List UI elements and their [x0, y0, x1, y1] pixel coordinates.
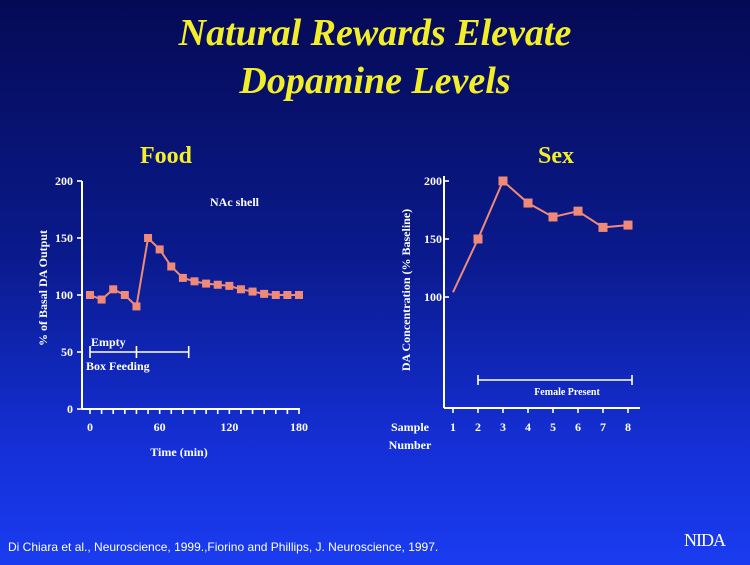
sex-x-axis-label-line-1: Sample	[391, 420, 430, 434]
food-data-point	[155, 245, 164, 254]
food-chart-title: Food	[140, 143, 193, 169]
food-data-point	[260, 289, 269, 298]
sex-data-point	[523, 198, 533, 208]
sex-bar-label-female-present: Female Present	[534, 387, 600, 398]
food-x-axis-label: Time (min)	[150, 445, 207, 459]
sex-chart: 100 150 200 1 2 3 4 5 6 7 8 DA Concentration (% Ba…	[389, 174, 640, 452]
sex-x-tick-label: 1	[450, 420, 456, 434]
nida-logo: NIDA	[684, 530, 726, 550]
sex-x-tick-label: 7	[600, 420, 606, 434]
sex-data-point	[548, 212, 558, 222]
sex-x-axis-label-line-2: Number	[389, 438, 432, 452]
food-data-point	[178, 273, 187, 282]
slide-title-line-2: Dopamine Levels	[239, 60, 511, 102]
sex-data-point	[623, 220, 633, 230]
food-annotation-nac-shell: NAc shell	[210, 195, 260, 209]
sex-data-point	[498, 176, 508, 186]
food-x-tick-label: 0	[87, 420, 93, 434]
sex-y-tick-label: 200	[424, 174, 442, 188]
slide-title-line-1: Natural Rewards Elevate	[178, 12, 572, 54]
food-data-point	[283, 291, 292, 299]
food-y-tick-label: 50	[61, 345, 73, 359]
food-y-tick-label: 200	[55, 174, 73, 188]
sex-x-tick-label: 6	[575, 420, 581, 434]
food-data-point	[120, 291, 129, 299]
food-data-point	[190, 277, 199, 286]
food-data-point	[236, 285, 245, 294]
food-x-tick-label: 120	[220, 420, 238, 434]
sex-y-tick-label: 100	[424, 290, 442, 304]
food-data-point	[86, 291, 94, 299]
food-y-tick-label: 0	[67, 402, 73, 416]
food-data-point	[97, 295, 106, 304]
food-x-tick-label: 180	[290, 420, 308, 434]
food-data-point	[213, 280, 222, 289]
sex-x-tick-label: 3	[500, 420, 506, 434]
food-data-point	[248, 287, 257, 296]
food-data-point	[144, 234, 153, 242]
sex-x-tick-label: 4	[525, 420, 531, 434]
food-bar-label-box-feeding: Box Feeding	[86, 359, 150, 373]
food-data-point	[167, 262, 176, 271]
food-y-axis-label: % of Basal DA Output	[36, 230, 50, 346]
food-data-point	[271, 291, 280, 299]
sex-y-axis-label: DA Concentration (% Baseline)	[399, 209, 413, 371]
sex-data-point	[473, 234, 483, 244]
food-x-tick-label: 60	[154, 420, 166, 434]
sex-x-axis-label: Sample Number	[389, 420, 432, 452]
food-data-point	[132, 302, 141, 311]
food-chart: 0 50 100 150 200 0 60 120 180 NAc shell % of Bas…	[36, 174, 308, 459]
sex-data-point	[573, 206, 583, 216]
sex-data-point	[598, 222, 608, 232]
food-data-point	[225, 281, 234, 290]
sex-chart-title: Sex	[538, 143, 574, 169]
sex-x-tick-label: 5	[550, 420, 556, 434]
citation: Di Chiara et al., Neuroscience, 1999.,Fi…	[8, 540, 439, 554]
food-bar-label-empty: Empty	[91, 335, 126, 349]
food-y-tick-label: 150	[55, 231, 73, 245]
food-data-point	[202, 279, 211, 288]
food-data-point	[295, 291, 303, 299]
food-data-point	[109, 285, 118, 294]
sex-y-tick-label: 150	[424, 232, 442, 246]
sex-x-tick-label: 8	[625, 420, 631, 434]
sex-x-tick-label: 2	[475, 420, 481, 434]
food-y-tick-label: 100	[55, 288, 73, 302]
